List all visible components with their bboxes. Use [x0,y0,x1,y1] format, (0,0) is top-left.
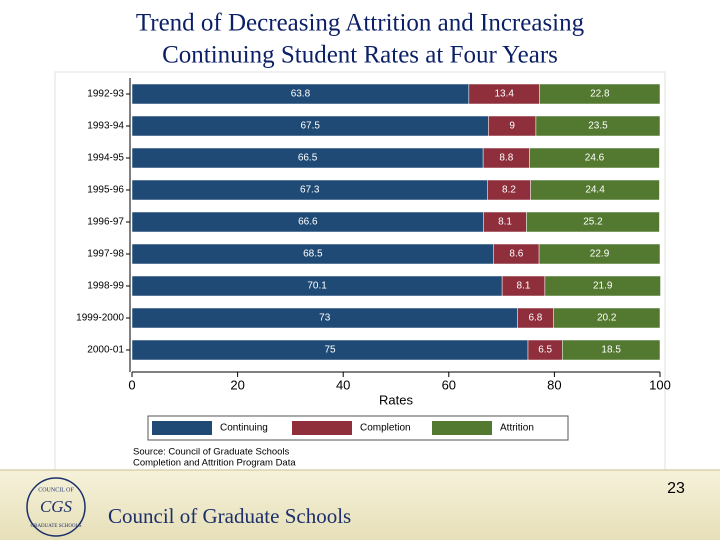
source-note: Completion and Attrition Program Data [133,458,296,469]
y-tick-label: 1996-97 [87,217,124,228]
bar-value-label: 21.9 [593,281,613,292]
legend-swatch [292,421,352,435]
bar-value-label: 66.5 [298,153,318,164]
bar-value-label: 67.5 [300,121,320,132]
y-tick-label: 1995-96 [87,185,124,196]
x-tick-label: 80 [547,377,561,392]
bar-segment [529,147,660,169]
bar-value-label: 13.4 [495,89,515,100]
x-axis-label: Rates [379,392,413,407]
legend-label: Continuing [220,423,268,434]
y-tick-label: 1999-2000 [76,313,124,324]
logo-text: CGS [40,497,73,516]
bar-value-label: 9 [509,121,515,132]
bar-segment [535,115,661,137]
x-tick-label: 40 [336,377,350,392]
bar-segment [539,83,661,105]
legend-swatch [432,421,492,435]
bar-value-label: 22.9 [590,249,610,260]
logo-ring [26,477,86,537]
bar-value-label: 67.3 [300,185,320,196]
y-tick-label: 1994-95 [87,153,124,164]
y-tick-label: 1997-98 [87,249,124,260]
legend-swatch [152,421,212,435]
chart-frame [54,71,666,471]
legend-label: Attrition [500,423,534,434]
bar-value-label: 8.8 [499,153,513,164]
bar-value-label: 25.2 [583,217,603,228]
bar-segment [553,307,661,329]
x-tick-label: 100 [649,377,671,392]
bar-value-label: 66.6 [298,217,318,228]
bar-value-label: 70.1 [307,281,327,292]
bar-value-label: 75 [324,345,336,356]
logo-text: COUNCIL OF [38,487,74,493]
legend-label: Completion [360,423,411,434]
bar-segment [530,179,660,201]
page-number: 23 [667,480,685,497]
footer-text: Council of Graduate Schools [108,504,351,528]
bar-value-label: 24.6 [585,153,605,164]
bar-value-label: 8.1 [517,281,531,292]
x-tick-label: 60 [442,377,456,392]
legend-box [147,415,569,441]
logo-text: GRADUATE SCHOOLS [31,524,82,529]
bar-value-label: 8.6 [509,249,523,260]
bar-value-label: 20.2 [597,313,617,324]
bar-segment [562,339,661,361]
bar-segment [526,211,660,233]
y-tick-label: 1993-94 [87,121,124,132]
bar-segment [544,275,661,297]
x-tick-label: 0 [128,377,135,392]
bar-value-label: 6.5 [538,345,552,356]
bar-segment [538,243,661,265]
footer-band [0,470,720,540]
bar-value-label: 23.5 [588,121,608,132]
bar-value-label: 63.8 [291,89,311,100]
bar-value-label: 18.5 [601,345,621,356]
source-note: Source: Council of Graduate Schools [133,447,290,458]
bar-value-label: 8.2 [502,185,516,196]
bar-value-label: 73 [319,313,331,324]
y-tick-label: 2000-01 [87,345,124,356]
x-tick-label: 20 [230,377,244,392]
bar-value-label: 68.5 [303,249,323,260]
bar-value-label: 24.4 [585,185,605,196]
y-tick-label: 1992-93 [87,89,124,100]
bar-value-label: 22.8 [590,89,610,100]
y-tick-label: 1998-99 [87,281,124,292]
title-line: Trend of Decreasing Attrition and Increa… [136,10,585,37]
bar-value-label: 8.1 [498,217,512,228]
bar-value-label: 6.8 [528,313,542,324]
title-line: Continuing Student Rates at Four Years [162,42,558,69]
